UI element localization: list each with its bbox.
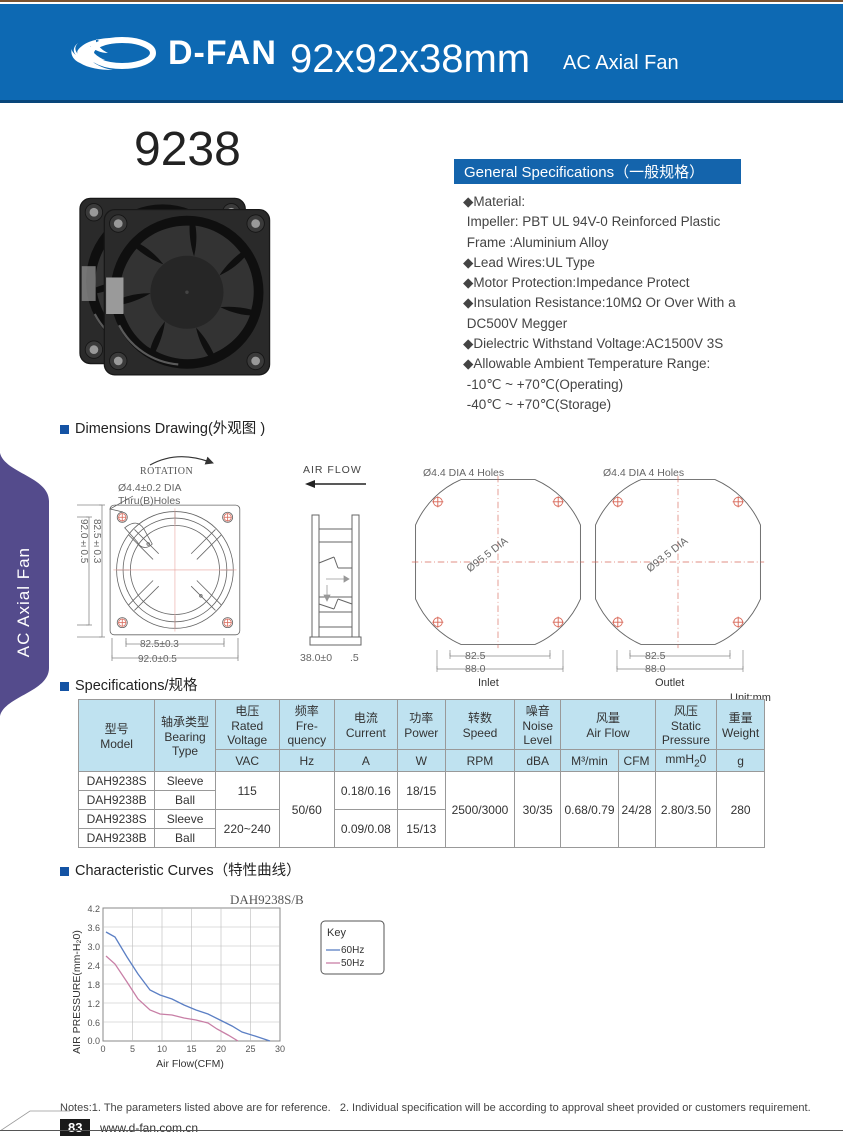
svg-text:0.0: 0.0 [87,1036,100,1046]
svg-text:Key: Key [327,927,346,939]
svg-text:0.6: 0.6 [87,1018,100,1028]
svg-text:Air Flow(CFM): Air Flow(CFM) [156,1058,224,1070]
svg-text:5: 5 [130,1044,135,1054]
svg-text:15: 15 [186,1044,196,1054]
svg-text:0: 0 [100,1044,105,1054]
svg-text:25: 25 [245,1044,255,1054]
svg-text:1.2: 1.2 [87,999,100,1009]
svg-text:20: 20 [216,1044,226,1054]
svg-text:3.6: 3.6 [87,923,100,933]
svg-text:2.4: 2.4 [87,961,100,971]
svg-text:AIR PRESSURE(mm-H₂0): AIR PRESSURE(mm-H₂0) [71,930,83,1054]
svg-text:30: 30 [275,1044,285,1054]
svg-text:60Hz: 60Hz [341,945,364,956]
svg-text:4.2: 4.2 [87,904,100,914]
svg-text:10: 10 [157,1044,167,1054]
svg-text:1.8: 1.8 [87,980,100,990]
svg-text:50Hz: 50Hz [341,958,364,969]
svg-text:3.0: 3.0 [87,942,100,952]
